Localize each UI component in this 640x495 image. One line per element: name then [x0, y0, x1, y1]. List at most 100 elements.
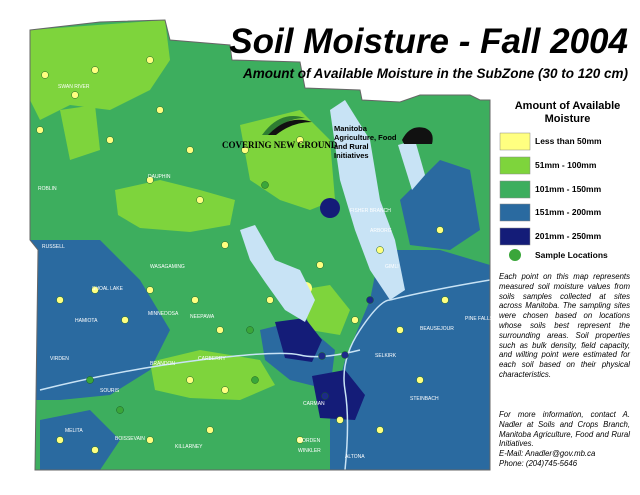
sample-point — [91, 446, 99, 454]
town-label: BOISSEVAIN — [115, 436, 145, 442]
legend-label: 151mm - 200mm — [535, 207, 602, 217]
legend-label: Less than 50mm — [535, 136, 602, 146]
river — [389, 279, 490, 301]
sample-point — [221, 386, 229, 394]
town-label: WASAGAMING — [150, 264, 185, 270]
logo-text: Manitoba Agriculture, Food and Rural Ini… — [334, 124, 397, 160]
sample-point — [91, 66, 99, 74]
town-label: SELKIRK — [375, 353, 397, 359]
sample-point — [86, 376, 94, 384]
sample-points — [36, 56, 449, 454]
town-label: SOURIS — [100, 388, 120, 394]
zone — [60, 105, 100, 160]
town-label: ALTONA — [345, 454, 365, 460]
sample-point — [241, 146, 249, 154]
town-label: HAMIOTA — [75, 318, 98, 324]
sample-point — [336, 416, 344, 424]
sample-point — [441, 296, 449, 304]
zone — [275, 318, 322, 362]
sample-point — [376, 426, 384, 434]
town-label: WINKLER — [298, 448, 321, 454]
sample-point — [416, 376, 424, 384]
zone — [320, 198, 340, 218]
town-label: STEINBACH — [410, 396, 439, 402]
sample-point — [196, 196, 204, 204]
town-label: ARBORG — [370, 228, 392, 234]
town-label: BRANDON — [150, 361, 175, 367]
town-label: MELITA — [65, 428, 83, 434]
town-label: MINNEDOSA — [148, 311, 179, 317]
legend-label: 101mm - 150mm — [535, 184, 602, 194]
sample-point — [321, 392, 329, 400]
legend-swatch — [499, 132, 531, 151]
zone — [330, 250, 490, 470]
legend-label: 201mm - 250mm — [535, 231, 602, 241]
zone — [400, 160, 480, 250]
sample-point — [36, 126, 44, 134]
town-label: FISHER BRANCH — [350, 208, 391, 214]
sample-point — [41, 71, 49, 79]
subtitle: Amount of Available Moisture in the SubZ… — [242, 66, 628, 81]
town-label: CARMAN — [303, 401, 325, 407]
contact: For more information, contact A. Nadler … — [499, 410, 630, 469]
sample-point — [146, 176, 154, 184]
logo-mark — [262, 116, 433, 144]
zone — [115, 180, 235, 232]
sample-point — [116, 406, 124, 414]
legend-swatch — [499, 227, 531, 246]
town-label: PINE FALLS — [465, 316, 494, 322]
sample-point — [56, 296, 64, 304]
sample-point — [296, 136, 304, 144]
sample-point — [156, 106, 164, 114]
sample-point — [316, 261, 324, 269]
town-label: KILLARNEY — [175, 444, 203, 450]
legend-label: 51mm - 100mm — [535, 160, 597, 170]
town-label: DAUPHIN — [148, 174, 171, 180]
town-label: MORDEN — [298, 438, 321, 444]
sample-point — [376, 246, 384, 254]
legend-sample-dot — [509, 249, 521, 261]
sample-point — [246, 326, 254, 334]
legend-title: Amount of Available Moisture — [514, 100, 621, 125]
town-labels: SWAN RIVER ROBLIN DAUPHIN RUSSELL WASAGAMING… — [38, 84, 494, 460]
town-label: BEAUSEJOUR — [420, 326, 454, 332]
sample-point — [351, 316, 359, 324]
town-label: RUSSELL — [42, 244, 65, 250]
river — [343, 299, 391, 470]
zone — [312, 370, 365, 420]
sample-point — [318, 352, 326, 360]
sample-point — [296, 436, 304, 444]
sample-point — [266, 296, 274, 304]
legend-swatch — [499, 203, 531, 222]
sample-point — [106, 136, 114, 144]
lake — [330, 100, 405, 300]
town-label: SHOAL LAKE — [92, 286, 124, 292]
contact-phone: Phone: (204)745-5646 — [499, 458, 578, 468]
town-label: CARBERRY — [198, 356, 226, 362]
sample-point — [261, 181, 269, 189]
sample-point — [191, 296, 199, 304]
lake — [240, 225, 315, 322]
sample-point — [396, 326, 404, 334]
sample-point — [206, 426, 214, 434]
town-label: SWAN RIVER — [58, 84, 90, 90]
sample-point — [71, 91, 79, 99]
lake — [398, 140, 425, 190]
town-label: NEEPAWA — [190, 314, 215, 320]
legend-label: Sample Locations — [535, 250, 608, 260]
contact-text: For more information, contact A. Nadler … — [499, 410, 630, 449]
sample-point — [436, 226, 444, 234]
town-label: GIMLI — [385, 264, 399, 270]
legend-swatch — [499, 180, 531, 199]
sample-point — [216, 326, 224, 334]
town-label: ROBLIN — [38, 186, 57, 192]
sample-point — [91, 286, 99, 294]
zone — [40, 410, 120, 470]
sample-point — [121, 316, 129, 324]
sample-point — [366, 296, 374, 304]
sample-point — [341, 351, 349, 359]
river — [39, 349, 361, 391]
zone — [30, 240, 170, 400]
sample-point — [56, 436, 64, 444]
